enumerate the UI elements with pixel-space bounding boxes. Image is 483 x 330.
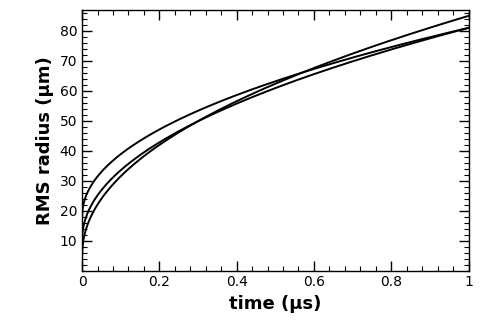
Y-axis label: RMS radius (μm): RMS radius (μm)	[36, 56, 54, 225]
X-axis label: time (μs): time (μs)	[229, 295, 322, 313]
